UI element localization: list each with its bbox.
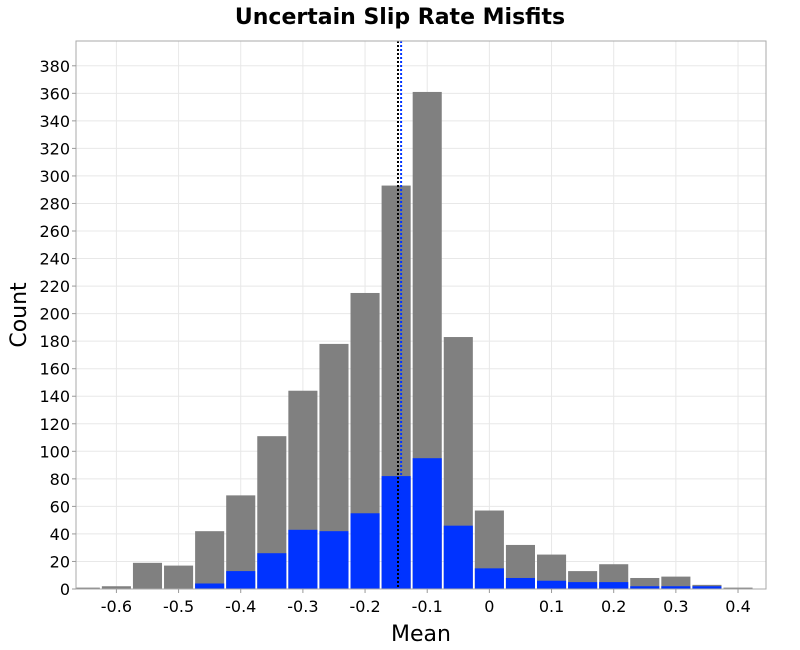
histogram-bar: [195, 583, 225, 589]
histogram-bar: [257, 553, 287, 589]
histogram-bar: [599, 582, 629, 589]
y-tick-label: 300: [39, 167, 70, 186]
x-tick-label: -0.6: [101, 597, 132, 616]
x-tick-label: -0.5: [163, 597, 194, 616]
y-tick-label: 340: [39, 112, 70, 131]
y-axis-label: Count: [7, 282, 32, 348]
histogram-bar: [443, 525, 473, 589]
histogram-bar: [630, 586, 660, 589]
x-tick-label: 0.2: [601, 597, 626, 616]
histogram-bar: [226, 571, 256, 589]
histogram-bar: [505, 577, 535, 589]
histogram-bar: [537, 580, 567, 589]
y-tick-label: 120: [39, 415, 70, 434]
x-tick-label: 0.1: [539, 597, 564, 616]
histogram-bar: [723, 587, 753, 589]
histogram-bar: [288, 529, 318, 589]
y-tick-label: 360: [39, 84, 70, 103]
y-tick-label: 40: [50, 525, 70, 544]
y-tick-label: 260: [39, 222, 70, 241]
histogram-bar: [350, 513, 380, 589]
chart-title: Uncertain Slip Rate Misfits: [235, 5, 565, 30]
y-tick-label: 0: [60, 580, 70, 599]
y-axis-ticks: 0 20 40 60 80 100 120 140 160 180 200 220 240 260 280 3…: [39, 57, 76, 599]
y-tick-label: 160: [39, 360, 70, 379]
y-tick-label: 180: [39, 332, 70, 351]
histogram-bar: [661, 586, 691, 589]
histogram-bar: [381, 476, 411, 589]
x-tick-label: 0.4: [725, 597, 750, 616]
y-tick-label: 240: [39, 250, 70, 269]
histogram-bar: [101, 586, 131, 589]
x-axis-ticks: -0.6 -0.5 -0.4 -0.3 -0.2 -0.1 0 0.1 0.2 0.3 0.4: [101, 589, 751, 616]
blue-bars: [195, 458, 722, 589]
histogram-bar: [76, 587, 100, 589]
y-tick-label: 80: [50, 470, 70, 489]
plot-border: [75, 40, 767, 590]
x-axis-label: Mean: [391, 622, 451, 647]
x-tick-label: -0.1: [412, 597, 443, 616]
x-tick-label: -0.4: [225, 597, 256, 616]
histogram-bar: [412, 458, 442, 589]
histogram-bar: [132, 562, 163, 589]
y-tick-label: 380: [39, 57, 70, 76]
x-tick-label: -0.3: [287, 597, 318, 616]
y-tick-label: 20: [50, 552, 70, 571]
y-tick-label: 220: [39, 277, 70, 296]
histogram-bar: [692, 586, 722, 589]
histogram-bar: [630, 577, 660, 589]
y-tick-label: 280: [39, 194, 70, 213]
y-tick-label: 100: [39, 442, 70, 461]
x-tick-label: 0.3: [663, 597, 688, 616]
y-tick-label: 320: [39, 139, 70, 158]
vertical-reference-lines: [397, 41, 403, 589]
y-tick-label: 60: [50, 497, 70, 516]
x-tick-label: -0.2: [349, 597, 380, 616]
histogram-bar: [195, 531, 225, 589]
histogram-bar: [164, 565, 194, 589]
histogram-bar: [474, 568, 504, 589]
y-tick-label: 200: [39, 305, 70, 324]
y-tick-label: 140: [39, 387, 70, 406]
histogram-bar: [568, 582, 598, 589]
x-tick-label: 0: [484, 597, 494, 616]
histogram-bar: [661, 576, 691, 589]
histogram-bar: [319, 531, 349, 589]
